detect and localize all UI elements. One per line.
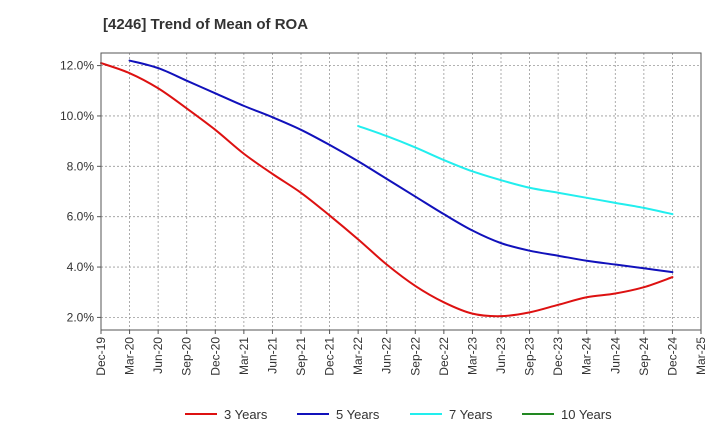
x-tick-label: Dec-22	[437, 337, 451, 376]
legend-label-7-years: 7 Years	[449, 407, 493, 422]
chart-title: [4246] Trend of Mean of ROA	[103, 16, 308, 33]
y-tick-label: 8.0%	[67, 159, 95, 173]
y-tick-label: 2.0%	[67, 310, 95, 324]
legend-label-10-years: 10 Years	[561, 407, 612, 422]
x-tick-label: Sep-24	[637, 337, 651, 376]
x-tick-label: Dec-20	[208, 337, 222, 376]
y-tick-label: 4.0%	[67, 260, 95, 274]
x-tick-label: Sep-23	[523, 337, 537, 376]
x-tick-label: Mar-24	[580, 337, 594, 375]
x-tick-label: Sep-20	[180, 337, 194, 376]
x-tick-label: Mar-23	[465, 337, 479, 375]
x-tick-label: Jun-21	[265, 337, 279, 374]
y-tick-label: 10.0%	[60, 109, 94, 123]
x-tick-label: Jun-24	[608, 337, 622, 374]
y-tick-label: 6.0%	[67, 210, 95, 224]
legend-label-3-years: 3 Years	[224, 407, 268, 422]
legend: 3 Years 5 Years 7 Years 10 Years	[185, 407, 612, 422]
x-tick-label: Dec-24	[665, 337, 679, 376]
x-tick-label: Dec-23	[551, 337, 565, 376]
legend-label-5-years: 5 Years	[336, 407, 380, 422]
x-tick-label: Mar-21	[237, 337, 251, 375]
x-tick-label: Sep-21	[294, 337, 308, 376]
x-tick-label: Mar-22	[351, 337, 365, 375]
x-tick-label: Jun-20	[151, 337, 165, 374]
plot-frame	[100, 52, 702, 331]
x-tick-label: Dec-19	[94, 337, 108, 376]
x-tick-label: Mar-25	[694, 337, 708, 375]
x-tick-label: Jun-23	[494, 337, 508, 374]
series-line-5-years	[128, 59, 674, 274]
y-tick-label: 12.0%	[60, 59, 94, 73]
plot-background	[101, 53, 701, 330]
y-axis: 2.0% 4.0% 6.0% 8.0% 10.0% 12.0%	[60, 59, 101, 324]
x-tick-label: Dec-21	[323, 337, 337, 376]
series-lines	[100, 59, 674, 318]
series-line-7-years	[357, 125, 674, 216]
x-axis: Dec-19 Mar-20 Jun-20 Sep-20 Dec-20 Mar-21 Jun-…	[94, 330, 708, 376]
x-tick-label: Mar-20	[123, 337, 137, 375]
x-tick-label: Sep-22	[408, 337, 422, 376]
series-line-3-years	[100, 62, 674, 318]
grid	[101, 53, 701, 330]
x-tick-label: Jun-22	[380, 337, 394, 374]
